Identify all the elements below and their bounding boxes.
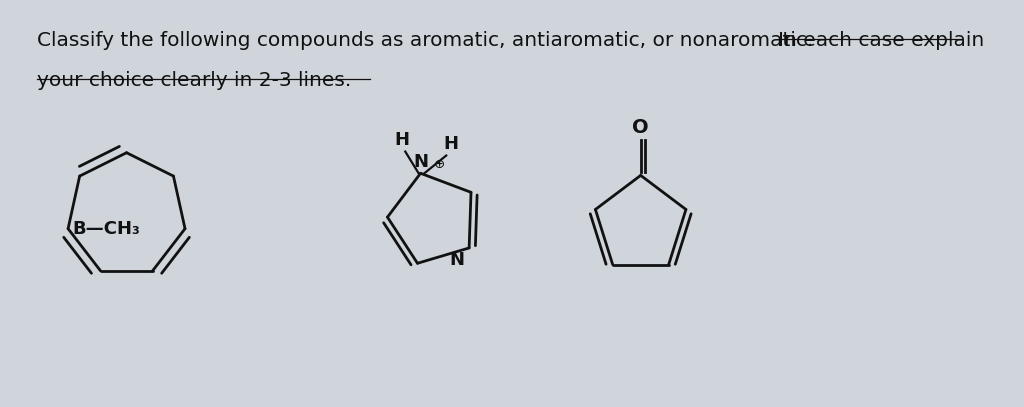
Text: your choice clearly in 2-3 lines.: your choice clearly in 2-3 lines.	[37, 71, 351, 90]
Text: ⊕: ⊕	[434, 158, 445, 171]
Text: H: H	[394, 131, 409, 149]
Text: In each case explain: In each case explain	[778, 31, 984, 50]
Text: O: O	[633, 118, 649, 137]
Text: N: N	[450, 251, 464, 269]
Text: B—CH₃: B—CH₃	[73, 220, 140, 238]
Text: N: N	[413, 153, 428, 171]
Text: H: H	[443, 135, 459, 153]
Text: Classify the following compounds as aromatic, antiaromatic, or nonaromatic.: Classify the following compounds as arom…	[37, 31, 826, 50]
